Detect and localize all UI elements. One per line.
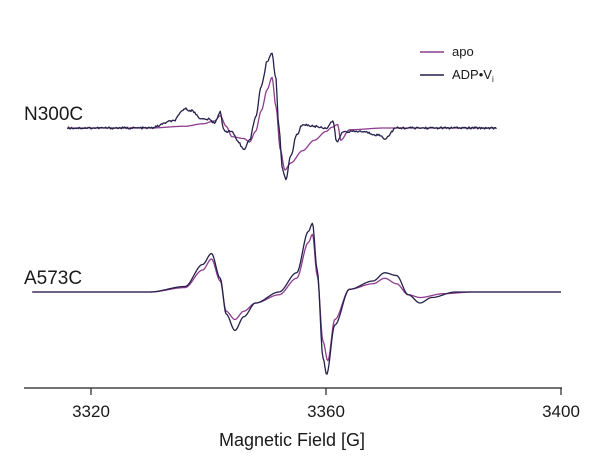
x-tick-label-3320: 3320: [72, 402, 110, 421]
plot-area: N300C A573C apo ADP•Vi 3320 3360 3400 Magn…: [24, 44, 580, 450]
legend: apo ADP•Vi: [420, 44, 494, 84]
legend-label-apo: apo: [452, 44, 474, 59]
trace-n300c-adp-vi: [66, 52, 497, 181]
x-axis: 3320 3360 3400 Magnetic Field [G]: [24, 387, 580, 450]
x-ticks: 3320 3360 3400: [72, 388, 580, 421]
x-axis-title: Magnetic Field [G]: [219, 430, 365, 450]
trace-a573c-adp-vi: [32, 222, 561, 375]
panel-label-a573c: A573C: [24, 268, 82, 289]
panel-label-n300c: N300C: [24, 104, 83, 125]
x-tick-label-3360: 3360: [307, 402, 345, 421]
legend-label-adp-vi: ADP•Vi: [452, 67, 494, 84]
trace-n300c-apo: [67, 76, 497, 171]
spectra-traces: [32, 52, 561, 375]
trace-a573c-apo: [32, 233, 561, 362]
x-tick-label-3400: 3400: [542, 402, 580, 421]
